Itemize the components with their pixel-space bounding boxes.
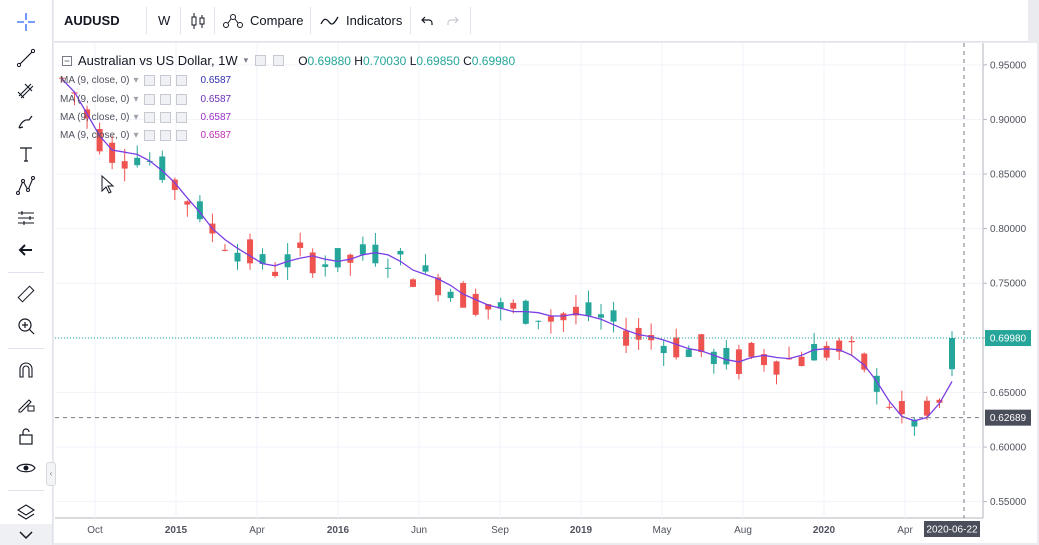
settings-icon[interactable]	[255, 55, 267, 66]
chevron-down-icon[interactable]: ▾	[133, 130, 139, 141]
text-tool-icon[interactable]	[10, 140, 42, 168]
lock-drawing-icon[interactable]	[10, 390, 42, 418]
pitchfork-icon[interactable]	[10, 76, 42, 104]
settings-icon[interactable]	[143, 130, 155, 141]
chevron-down-icon[interactable]: ▾	[243, 55, 249, 65]
toolbar-divider	[470, 7, 471, 34]
pattern-icon[interactable]	[10, 172, 42, 200]
top-toolbar: AUDUSD W Compare Indicators	[54, 0, 1028, 42]
close-icon[interactable]	[175, 130, 187, 141]
toolbar-divider	[310, 7, 311, 34]
compare-label: Compare	[250, 13, 304, 28]
indicator-value: 0.6587	[200, 75, 232, 86]
indicator-row[interactable]: MA (9, close, 0) ▾ 0.6587	[60, 130, 231, 141]
indicator-value: 0.6587	[200, 112, 232, 123]
collapse-toolbar-button[interactable]	[0, 524, 52, 545]
indicator-name: MA (9, close, 0)	[60, 75, 130, 86]
toolbar-divider	[8, 272, 44, 273]
mouse-cursor-icon	[101, 175, 115, 194]
indicator-value: 0.6587	[200, 130, 232, 141]
collapse-sidebar-handle[interactable]: ‹	[46, 462, 56, 486]
open-value: 0.69880	[307, 53, 351, 68]
chevron-down-icon[interactable]: ▾	[133, 112, 139, 123]
settings-icon[interactable]	[143, 94, 155, 105]
open-label: O	[298, 53, 308, 68]
close-icon[interactable]	[175, 94, 187, 105]
toolbar-divider	[8, 490, 44, 491]
high-value: 0.70030	[362, 53, 407, 68]
toolbar-divider	[146, 7, 147, 34]
indicator-row[interactable]: MA (9, close, 0) ▾ 0.6587	[60, 94, 231, 105]
collapse-legend-icon[interactable]	[62, 55, 72, 66]
compare-icon	[223, 13, 243, 28]
candlestick-icon	[191, 12, 205, 29]
zoom-in-icon[interactable]	[10, 312, 42, 340]
trend-line-icon[interactable]	[10, 44, 42, 72]
chart-type-button[interactable]	[190, 0, 206, 41]
crosshair-icon[interactable]	[10, 8, 42, 36]
unlock-icon[interactable]	[10, 422, 42, 450]
chevron-down-icon[interactable]: ▾	[133, 75, 139, 86]
indicator-row[interactable]: MA (9, close, 0) ▾ 0.6587	[60, 112, 231, 123]
symbol-label: AUDUSD	[64, 13, 120, 28]
close-icon[interactable]	[175, 112, 187, 123]
magnet-icon[interactable]	[10, 356, 42, 384]
toolbar-divider	[410, 7, 411, 34]
indicators-label: Indicators	[346, 13, 403, 28]
undo-icon	[421, 16, 433, 25]
compare-button[interactable]: Compare	[222, 0, 303, 41]
indicators-button[interactable]: Indicators	[320, 0, 402, 41]
high-label: H	[354, 53, 363, 68]
more-icon[interactable]	[273, 55, 285, 66]
indicator-name: MA (9, close, 0)	[60, 112, 130, 123]
low-value: 0.69850	[416, 53, 460, 68]
prediction-icon[interactable]	[10, 204, 42, 232]
low-label: L	[409, 53, 417, 68]
hide-icon[interactable]	[159, 94, 171, 105]
ruler-icon[interactable]	[10, 280, 42, 308]
chart-legend: Australian vs US Dollar, 1W ▾ O0.69880 H…	[62, 53, 515, 68]
indicator-name: MA (9, close, 0)	[60, 94, 130, 105]
interval-button[interactable]: W	[158, 0, 170, 41]
eye-icon[interactable]	[10, 454, 42, 482]
close-icon[interactable]	[175, 75, 187, 86]
layers-icon[interactable]	[10, 498, 42, 526]
close-label: C	[463, 53, 472, 68]
redo-icon	[447, 16, 459, 25]
toolbar-divider	[180, 7, 181, 34]
arrow-back-icon[interactable]	[10, 236, 42, 264]
close-value: 0.69980	[471, 53, 516, 68]
chevron-down-icon	[19, 530, 33, 539]
symbol-search-button[interactable]: AUDUSD	[64, 0, 120, 41]
hide-icon[interactable]	[159, 112, 171, 123]
undo-button[interactable]	[420, 0, 434, 41]
indicators-icon	[320, 16, 339, 25]
series-title: Australian vs US Dollar, 1W	[78, 53, 238, 68]
indicator-name: MA (9, close, 0)	[60, 130, 130, 141]
toolbar-divider	[8, 348, 44, 349]
drawing-toolbar	[0, 0, 53, 545]
redo-button[interactable]	[446, 0, 460, 41]
indicator-row[interactable]: MA (9, close, 0) ▾ 0.6587	[60, 75, 231, 86]
chevron-down-icon[interactable]: ▾	[133, 94, 139, 105]
hide-icon[interactable]	[159, 75, 171, 86]
settings-icon[interactable]	[143, 75, 155, 86]
brush-icon[interactable]	[10, 108, 42, 136]
indicator-value: 0.6587	[200, 94, 232, 105]
toolbar-divider	[214, 7, 215, 34]
hide-icon[interactable]	[159, 130, 171, 141]
ohlc-values: O0.69880 H0.70030 L0.69850 C0.69980	[298, 54, 515, 68]
interval-label: W	[158, 13, 171, 28]
settings-icon[interactable]	[143, 112, 155, 123]
